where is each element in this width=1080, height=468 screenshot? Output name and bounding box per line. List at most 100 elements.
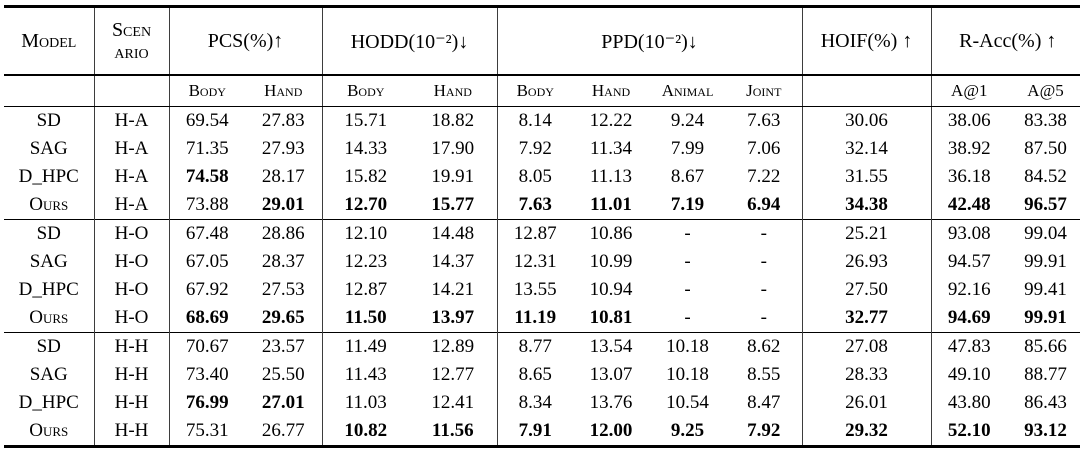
value-cell: 12.89 [409,332,498,361]
value-cell: 10.94 [589,279,633,300]
value-cell: 99.04 [1007,219,1080,248]
value-cell: 9.25 [670,420,705,441]
value-cell: 25.50 [245,361,323,389]
value-cell: 23.57 [245,332,323,361]
value-cell: 8.47 [726,389,803,417]
value-cell: - [726,248,803,276]
value-cell: 27.93 [245,135,323,163]
value-cell: 8.67 [670,166,705,187]
model-cell: D_HPC [4,389,95,417]
model-cell: SD [4,106,95,135]
value-cell: 68.69 [185,307,229,328]
scenario-cell: H-H [94,361,170,389]
scenario-cell: H-A [94,191,170,220]
subheader-hodd-hand: Hand [409,75,498,107]
results-table: Model Scen ario PCS(%)↑ HODD(10⁻²)↓ PPD(… [4,5,1080,448]
model-cell: Ours [4,417,95,447]
value-cell: 10.81 [589,307,633,328]
value-cell: 14.21 [409,276,498,304]
model-cell: SD [4,219,95,248]
value-cell: 28.86 [245,219,323,248]
value-cell: - [726,304,803,333]
value-cell: 7.19 [670,194,705,215]
table-row: SD H-A 69.54 27.83 15.71 18.82 8.14 12.22 9.24 7.… [4,106,1080,135]
subheader-racc-a1: A@1 [931,75,1008,107]
value-cell: 99.91 [1024,251,1067,272]
value-cell: 6.94 [726,191,803,220]
value-cell: - [726,219,803,248]
table-row: D_HPC H-O 67.92 27.53 12.87 14.21 13.55 10.94 - -… [4,276,1080,304]
value-cell: 93.08 [931,219,1008,248]
scenario-cell: H-A [94,135,170,163]
value-cell: 70.67 [169,332,245,361]
value-cell: 13.54 [573,332,650,361]
value-cell: 13.07 [589,364,633,385]
value-cell: 52.10 [947,420,991,441]
value-cell: 67.92 [185,279,229,300]
value-cell: 15.77 [409,191,498,220]
scenario-cell: H-O [94,304,170,333]
column-header-racc: R-Acc(%) ↑ [931,6,1080,76]
value-cell: 27.08 [802,332,932,361]
value-cell: 99.41 [1024,279,1067,300]
subheader-pcs-body: Body [169,75,245,107]
subheader-hoif-empty [802,75,932,107]
value-cell: 43.80 [947,392,991,413]
value-cell: 26.77 [245,417,323,447]
value-cell: 12.22 [589,110,633,131]
table-row: D_HPC H-A 74.58 28.17 15.82 19.91 8.05 11.13 8.6… [4,163,1080,191]
value-cell: 28.33 [802,361,932,389]
value-cell: 8.05 [518,166,552,187]
table-row: Ours H-H 75.31 26.77 10.82 11.56 7.91 12.00 9.25… [4,417,1080,447]
value-cell: 14.37 [409,248,498,276]
value-cell: 69.54 [185,110,229,131]
value-cell: 10.82 [344,420,388,441]
subheader-ppd-animal: Animal [649,75,727,107]
value-cell: 94.69 [947,307,991,328]
value-cell: 12.00 [589,420,633,441]
subheader-model-empty [4,75,95,107]
value-cell: 17.90 [409,135,498,163]
value-cell: 32.14 [802,135,932,163]
value-cell: 12.31 [513,251,557,272]
value-cell: 13.97 [409,304,498,333]
value-cell: 7.06 [726,135,803,163]
value-cell: 12.23 [344,251,388,272]
header-row-subcolumns: Body Hand Body Hand Body Hand Animal Joi… [4,75,1080,107]
value-cell: 8.55 [726,361,803,389]
table-row: SAG H-O 67.05 28.37 12.23 14.37 12.31 10.99- -26… [4,248,1080,276]
value-cell: 7.91 [518,420,552,441]
value-cell: 99.91 [1024,307,1067,328]
model-cell: SD [4,332,95,361]
value-cell: 94.57 [947,251,991,272]
scenario-header-line2: ario [114,40,149,63]
table-body: SD H-A 69.54 27.83 15.71 18.82 8.14 12.22 9.24 7.… [4,106,1080,447]
value-cell: 11.03 [344,392,387,413]
value-cell: 15.71 [344,110,388,131]
value-cell: 84.52 [1024,166,1067,187]
value-cell: - [726,276,803,304]
value-cell: 19.91 [409,163,498,191]
scenario-cell: H-O [94,248,170,276]
value-cell: 38.06 [947,110,991,131]
column-header-scenario: Scen ario [94,6,170,76]
value-cell: 27.01 [245,389,323,417]
scenario-header-line1: Scen [111,18,152,41]
model-cell: D_HPC [4,276,95,304]
value-cell: 26.93 [802,248,932,276]
value-cell: 10.54 [666,392,709,413]
value-cell: 96.57 [1024,194,1067,215]
model-cell: SAG [4,361,95,389]
value-cell: 86.43 [1024,392,1067,413]
table-row: SD H-H 70.67 23.57 11.49 12.89 8.77 13.54 10.18 8… [4,332,1080,361]
value-cell: 92.16 [947,279,991,300]
value-cell: 11.19 [514,307,557,328]
value-cell: 11.49 [322,332,410,361]
value-cell: 74.58 [185,166,229,187]
value-cell: - [649,219,727,248]
subheader-ppd-joint: Joint [726,75,803,107]
value-cell: 9.24 [670,110,705,131]
value-cell: 29.32 [802,417,932,447]
value-cell: 36.18 [947,166,991,187]
table-row: SAG H-H 73.40 25.50 11.43 12.77 8.65 13.07 10.18… [4,361,1080,389]
